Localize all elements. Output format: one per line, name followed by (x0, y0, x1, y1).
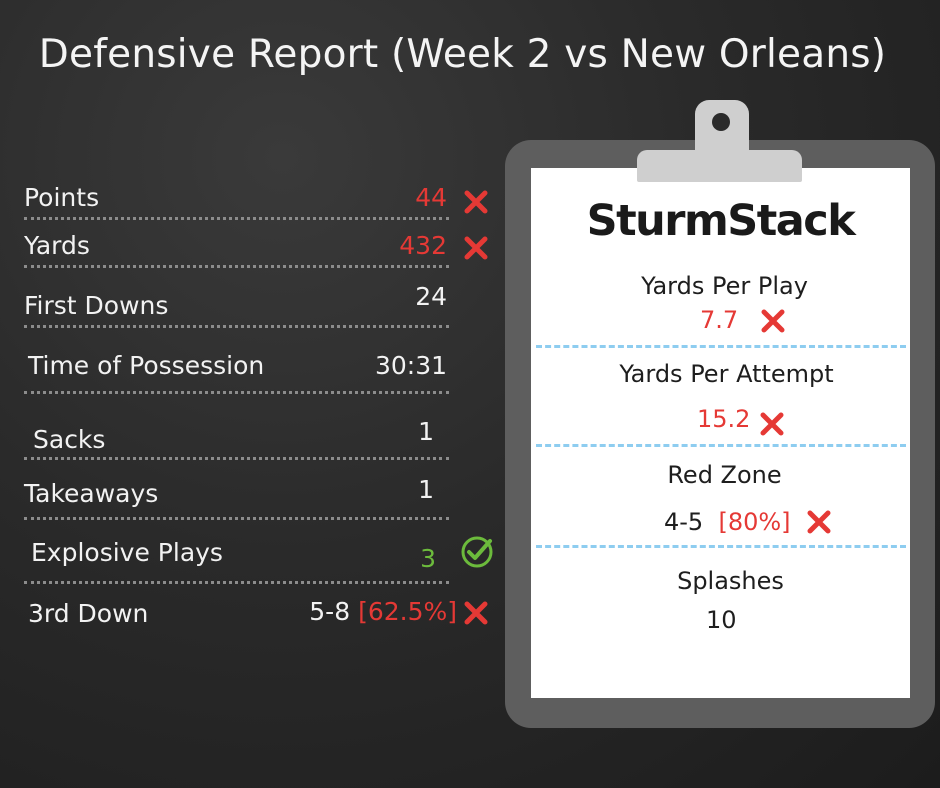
metric-divider (536, 345, 906, 348)
stat-label: Yards (24, 231, 90, 260)
metric-title: Splashes (677, 567, 784, 595)
x-mark-icon (807, 510, 831, 534)
stat-row-sacks: Sacks 1 (24, 417, 449, 460)
stat-value: 24 (415, 282, 447, 311)
x-mark-icon (760, 412, 784, 436)
stat-label: Explosive Plays (31, 538, 223, 567)
stat-row-time-of-possession: Time of Possession 30:31 (24, 351, 449, 394)
stat-row-yards: Yards 432 (24, 228, 449, 268)
stat-label: Takeaways (24, 479, 159, 508)
stat-label: First Downs (24, 291, 169, 320)
x-mark-icon (464, 601, 488, 625)
stat-row-third-down: 3rd Down 5-8 [62.5%] (24, 592, 457, 628)
check-circle-icon (461, 536, 493, 568)
row-divider (24, 265, 449, 268)
metric-value: 7.7 (700, 306, 739, 334)
stat-value: 3 (420, 544, 436, 573)
metric-value-group: 4-5 [80%] (664, 508, 791, 536)
row-divider (24, 581, 449, 584)
metric-title: Yards Per Attempt (619, 360, 834, 388)
stat-label: Time of Possession (28, 351, 265, 380)
stat-value-group: 5-8 [62.5%] (309, 597, 457, 626)
stat-value: 30:31 (374, 351, 447, 380)
metric-title: Yards Per Play (641, 272, 808, 300)
x-mark-icon (464, 236, 488, 260)
metric-divider (536, 545, 906, 548)
stat-label: 3rd Down (28, 599, 149, 628)
stat-row-explosive-plays: Explosive Plays 3 (24, 538, 449, 584)
stat-value: 432 (399, 231, 447, 260)
stat-label: Sacks (33, 425, 106, 454)
sturmstack-logo: SturmStack (586, 196, 856, 246)
stat-row-points: Points 44 (24, 180, 449, 220)
metric-value: 4-5 (664, 508, 704, 536)
stat-value: 1 (418, 417, 434, 446)
row-divider (24, 217, 449, 220)
row-divider (24, 457, 449, 460)
clipboard-clip-hole (712, 113, 730, 131)
metric-title: Red Zone (667, 461, 782, 489)
stat-label: Points (24, 183, 100, 212)
clipboard-paper (531, 168, 910, 698)
metric-value: 15.2 (697, 405, 751, 433)
stat-value: 44 (415, 183, 447, 212)
row-divider (24, 517, 449, 520)
metric-divider (536, 444, 906, 447)
metric-value: 10 (706, 606, 737, 634)
x-mark-icon (464, 190, 488, 214)
stat-value: 5-8 (309, 597, 351, 626)
page-title: Defensive Report (Week 2 vs New Orleans) (38, 32, 887, 77)
stat-row-takeaways: Takeaways 1 (24, 475, 449, 520)
metric-percent: [80%] (718, 508, 791, 536)
stat-row-first-downs: First Downs 24 (24, 282, 449, 328)
stat-percent: [62.5%] (358, 597, 457, 626)
stat-value: 1 (418, 475, 434, 504)
x-mark-icon (761, 309, 785, 333)
row-divider (24, 325, 449, 328)
row-divider (24, 391, 449, 394)
